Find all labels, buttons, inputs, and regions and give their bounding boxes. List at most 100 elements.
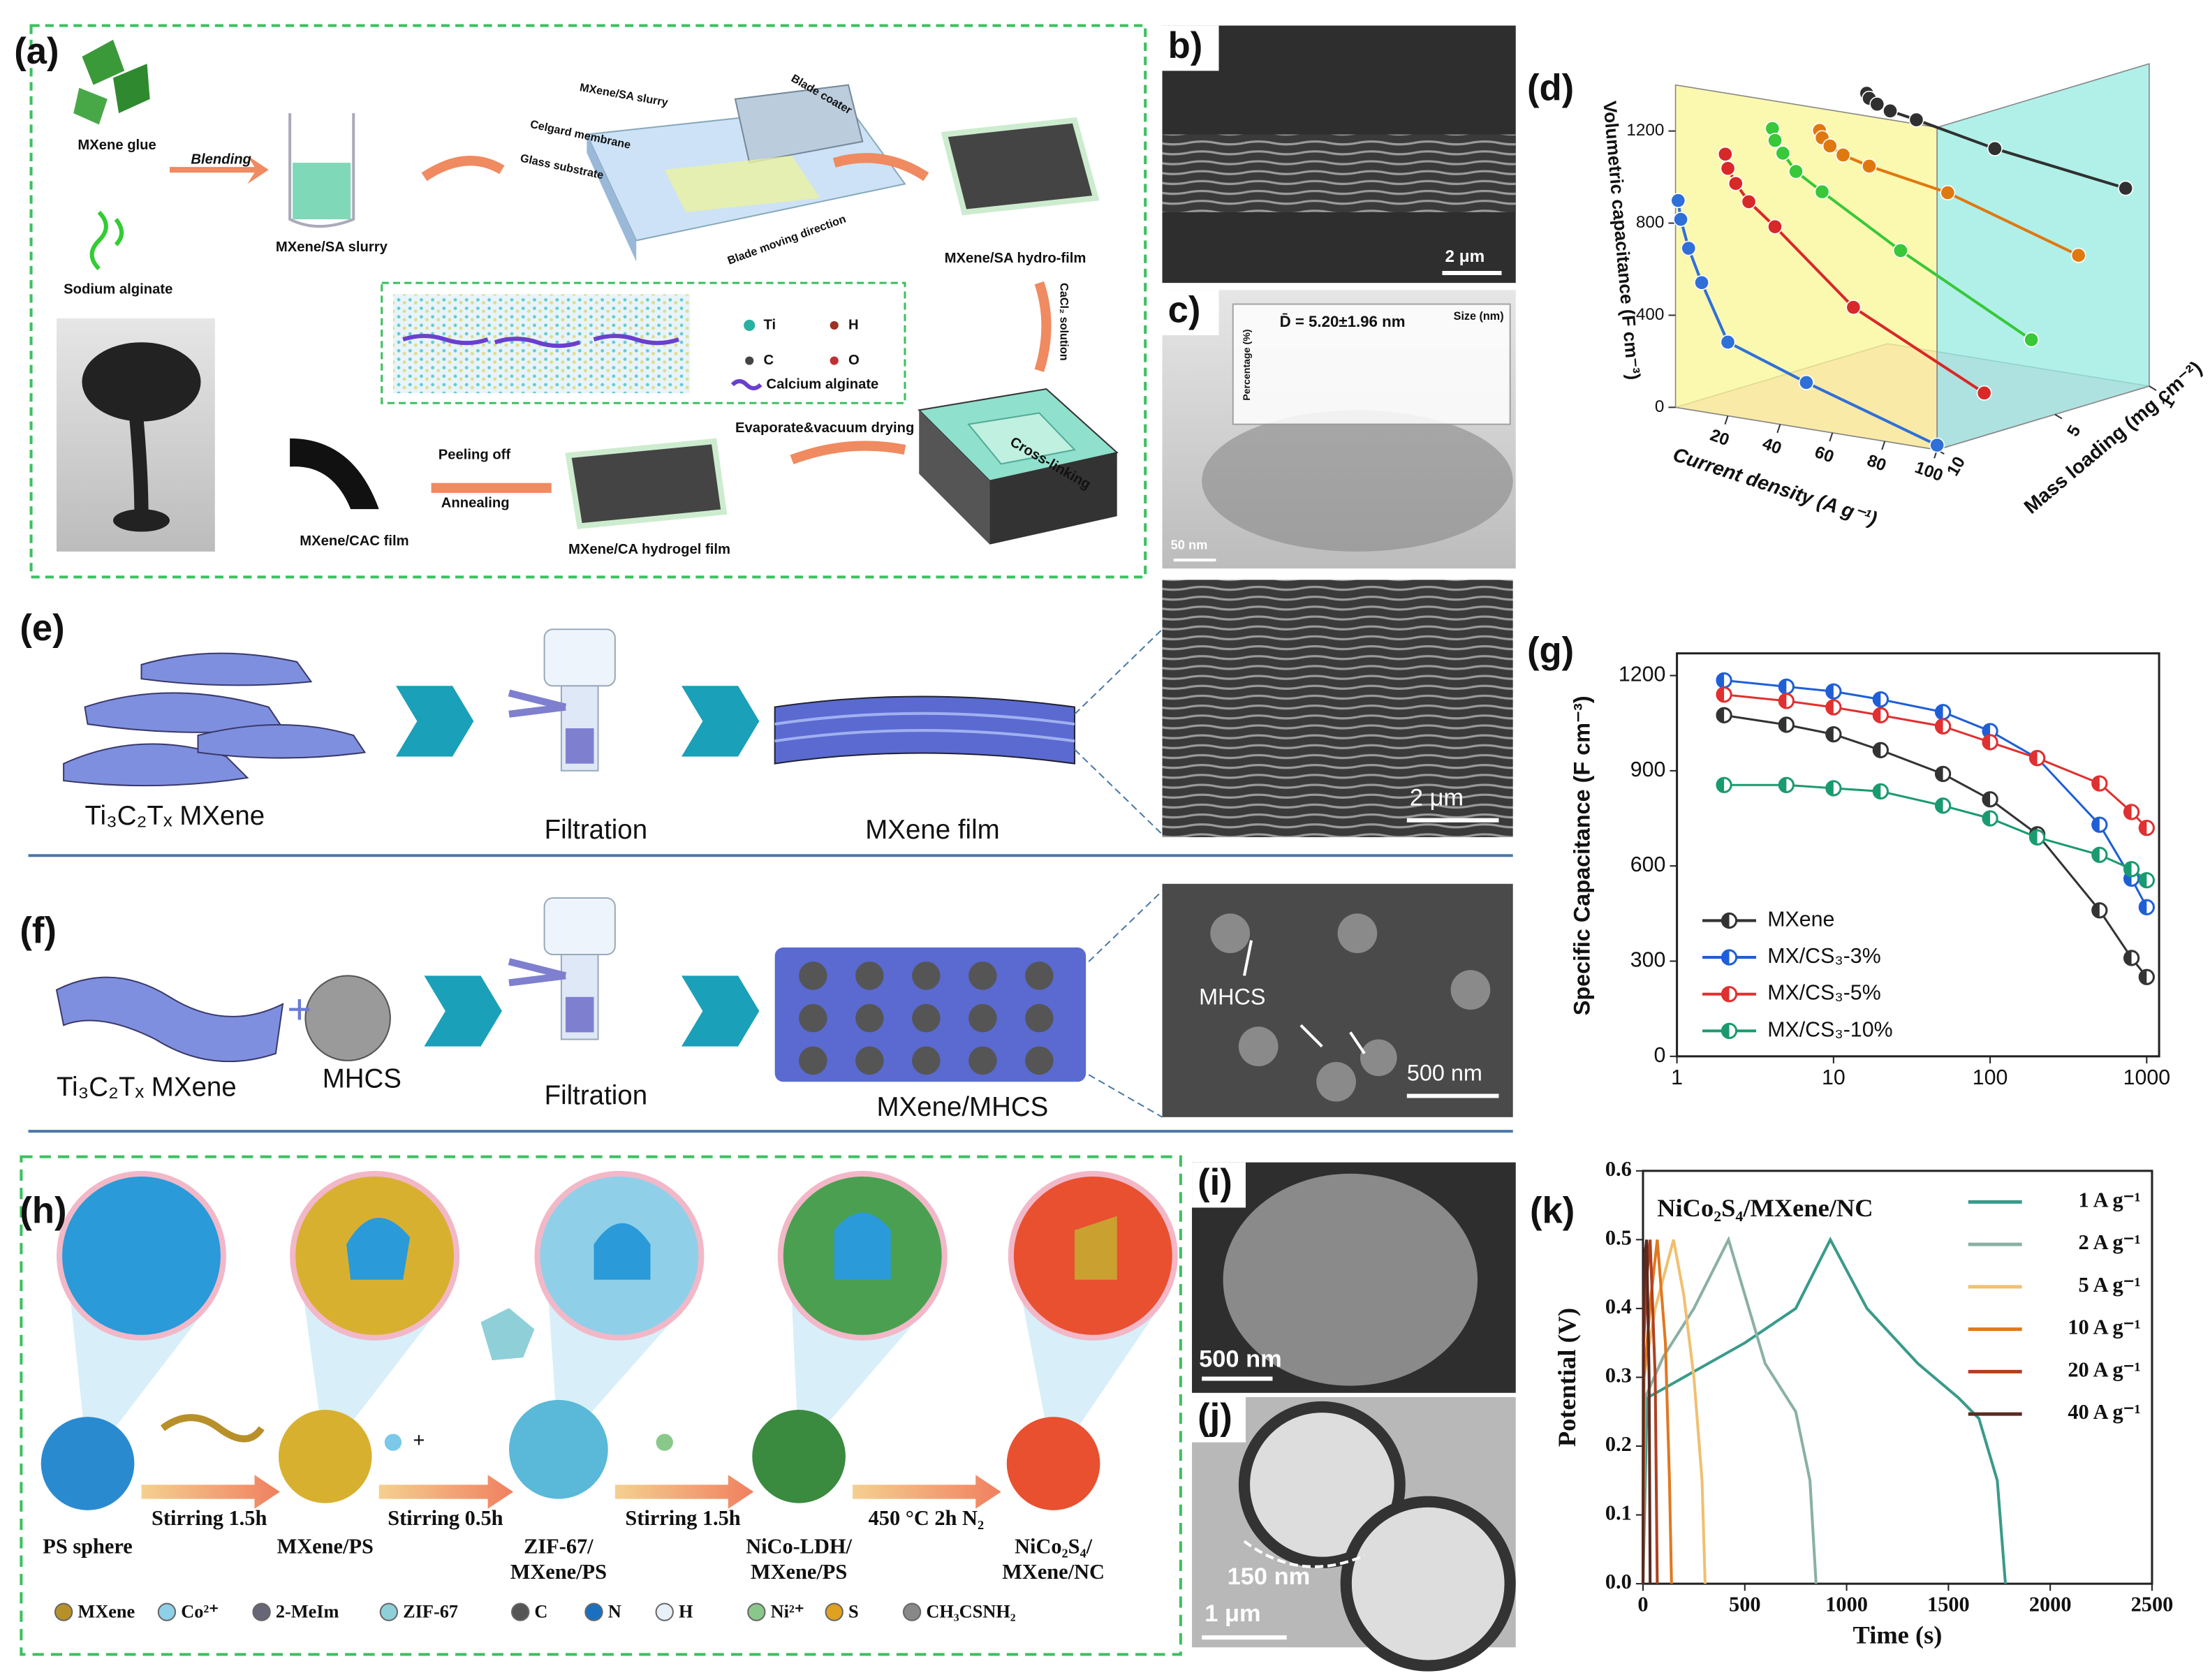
marker-half [1716,687,1725,702]
marker [1976,385,1992,401]
marker-half [1873,784,1881,799]
marker-half [1873,743,1881,758]
marker-half [1936,719,1943,734]
marker [1670,193,1686,209]
marker [1835,147,1851,163]
marker-half [1936,767,1943,781]
label: Ti₃C₂Tₓ MXene [57,1073,237,1103]
slurry-photo-dark [82,342,201,422]
x-tick-label: 1000 [1825,1592,1868,1616]
legend-label: Calcium alginate [767,376,879,392]
marker-half [2030,751,2038,765]
y-tick-label: 0.4 [1605,1295,1632,1318]
legend-symbol [54,1602,73,1621]
legend-symbol [252,1602,271,1621]
marker-half [2092,776,2100,791]
marker-half [2124,862,2132,876]
alginate-icon [89,210,124,271]
marker-half [2139,820,2147,835]
label: Filtration [545,1081,648,1111]
step-label: MXene/PS [510,1560,607,1584]
marker [2118,180,2134,196]
histogram-inset [1232,303,1511,425]
step-label: NiCo-LDH/ [746,1534,852,1558]
marker [1681,240,1697,256]
arrow-label: 450 °C 2h N₂ [869,1506,984,1530]
legend-symbol [655,1602,674,1621]
marker [1908,112,1924,128]
marker-half [1716,778,1725,793]
panel-label: (f) [20,911,57,952]
x-tick-label: 10 [1822,1066,1846,1089]
sem-image-e [1162,580,1513,837]
x-tick-label: 1000 [2123,1066,2171,1089]
legend-marker [1722,987,1730,1001]
step-arrows [141,1475,1001,1509]
label: MXene/SA hydro-film [945,251,1086,266]
marker [1720,334,1736,350]
legend-label: C [534,1602,547,1622]
tick [1881,441,1886,450]
marker-half [1982,811,1991,826]
marker-half [1716,708,1725,723]
marker-half [2092,903,2100,918]
x-tick-label: 500 [1729,1592,1761,1616]
marker-half [2124,804,2132,820]
legend-label: H [848,317,859,332]
axis-title: Potential (V) [1553,1308,1581,1447]
legend-marker [1722,950,1730,965]
series-line [1641,1236,2008,1584]
arrow [421,156,505,182]
step-label: PS sphere [43,1534,132,1558]
label: MXene glue [78,138,156,153]
hydro-film [941,117,1100,216]
marker [1788,163,1804,179]
zoom-line [1074,628,1163,715]
marker-half [1826,700,1834,715]
panel-label: (d) [1527,68,1574,109]
marker [1929,437,1945,453]
legend-label: MXene [78,1602,135,1622]
arrow [395,686,474,757]
step-label: ZIF-67/ [524,1534,594,1558]
y-tick-label: 0.3 [1605,1363,1632,1387]
marker-half [1936,798,1943,813]
mxene-film [774,695,1075,765]
zoom-line [1088,890,1163,962]
legend-symbol [825,1602,844,1621]
legend-label: S [848,1602,859,1622]
label: MXene/MHCS [876,1092,1048,1122]
legend-marker [1722,913,1730,928]
marker-half [1779,717,1787,732]
step-label: MXene/NC [1002,1560,1105,1584]
legend-label: MX/CS₃-10% [1767,1018,1892,1041]
mxene-flake [55,976,284,1063]
arrow-label: Stirring 1.5h [152,1506,267,1530]
marker [2070,247,2086,263]
marker-half [2092,817,2100,832]
label: Percentage (%) [1242,329,1253,401]
marker [1741,193,1757,209]
marker-half [2139,900,2147,915]
legend-symbol [747,1602,766,1621]
label: 50 nm [1171,538,1208,552]
marker [1767,219,1783,235]
marker-half [1826,781,1834,795]
axis-title: Specific Capacitance (F cm⁻³) [1570,695,1595,1015]
marker-half [1716,673,1725,688]
label: Blending [191,152,251,167]
label: 2 μm [1410,784,1464,811]
label: 500 nm [1199,1346,1282,1372]
wall [1936,63,2150,451]
mxene-flakes [63,652,367,787]
legend-label: 10 A g⁻¹ [2068,1316,2140,1339]
y-tick-label: 600 [1630,853,1666,876]
small-spheres [40,1399,1100,1510]
x-tick-label: 2000 [2029,1592,2072,1616]
x-tick-label: 2500 [2131,1592,2174,1616]
label: Sodium alginate [64,282,172,297]
y-tick-label: 0.2 [1605,1432,1632,1456]
zoom-cones [71,1301,1164,1464]
step-label: NiCo₂S₄/ [1015,1534,1093,1558]
